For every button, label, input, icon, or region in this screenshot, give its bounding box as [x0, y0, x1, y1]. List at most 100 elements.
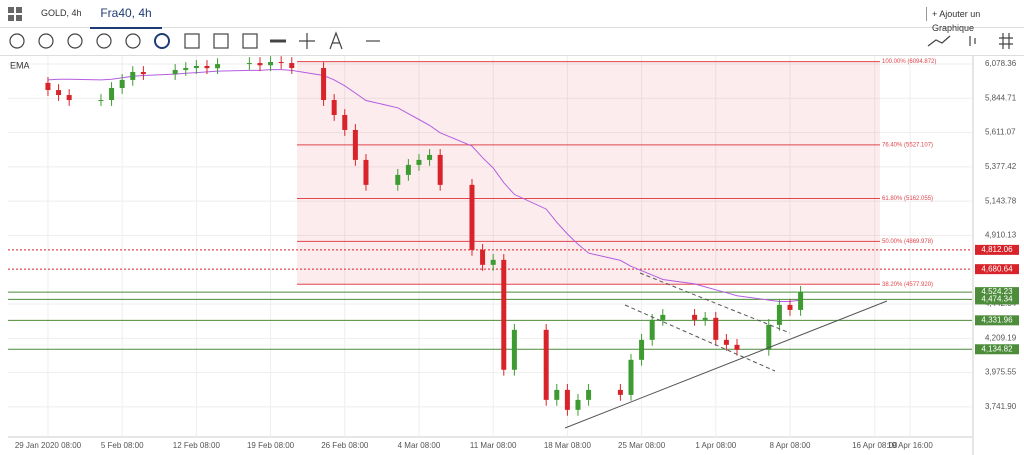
candle-body: [480, 249, 486, 265]
candle-body: [130, 71, 136, 80]
candle-body: [490, 259, 496, 265]
y-tick-label: 4,910.13: [985, 231, 1017, 240]
candle-body: [363, 159, 369, 185]
x-tick-label: 25 Mar 08:00: [618, 441, 666, 450]
price-tag: [975, 287, 1019, 298]
ema-line: [47, 69, 801, 302]
y-tick-label: 6,078.36: [985, 59, 1017, 68]
tool[interactable]: [9, 33, 25, 49]
candle-body: [734, 344, 740, 350]
grid-menu-icon[interactable]: [8, 7, 22, 21]
candle-body: [437, 154, 443, 185]
candle-body: [416, 159, 422, 165]
candle-body: [109, 87, 115, 101]
add-chart-button[interactable]: + Ajouter un Graphique: [926, 7, 1024, 33]
x-tick-label: 18 Mar 08:00: [544, 441, 592, 450]
candle-body: [405, 164, 411, 175]
candle-body: [776, 304, 782, 325]
y-tick-label: 5,844.71: [985, 93, 1017, 102]
candle-body: [511, 329, 517, 370]
top-bar: [0, 0, 1024, 28]
candle-body: [183, 68, 189, 70]
x-tick-label: 8 Apr 08:00: [770, 441, 811, 450]
tool[interactable]: [999, 33, 1013, 49]
y-tick-label: 5,377.42: [985, 162, 1017, 171]
y-tick-label: 3,741.90: [985, 402, 1017, 411]
price-tag: [975, 344, 1019, 355]
candle-body: [692, 314, 698, 320]
candle-body: [586, 389, 592, 400]
candle-body: [660, 314, 666, 320]
candle-body: [639, 339, 645, 360]
tool[interactable]: [969, 36, 976, 46]
candle-body: [395, 174, 401, 185]
x-tick-label: 19 Apr 16:00: [887, 441, 933, 450]
candle-body: [321, 68, 327, 101]
fib-label: 38.20% (4577.920): [882, 282, 933, 288]
candle-body: [140, 71, 146, 75]
tool[interactable]: [184, 33, 200, 49]
tool[interactable]: [125, 33, 141, 49]
indicator-label[interactable]: EMA: [10, 60, 30, 70]
tool[interactable]: [329, 31, 343, 50]
candle-body: [766, 324, 772, 350]
tool[interactable]: [299, 33, 315, 49]
candle-body: [331, 100, 337, 115]
fib-label: 100.00% (6094.872): [882, 59, 936, 65]
fib-label: 76.40% (5527.107): [882, 143, 933, 149]
candle-body: [575, 399, 581, 410]
candle-body: [193, 65, 199, 69]
toolbar-icons: [9, 31, 1013, 50]
trend-line: [564, 300, 888, 429]
candle-body: [427, 154, 433, 160]
candle-body: [713, 317, 719, 340]
candle-body: [554, 389, 560, 400]
price-tag: [975, 294, 1019, 305]
candle-body: [564, 389, 570, 410]
price-tag-label: 4,680.64: [981, 264, 1013, 273]
candle-body: [617, 389, 623, 395]
x-tick-label: 12 Feb 08:00: [173, 441, 221, 450]
candle-body: [56, 90, 62, 96]
x-tick-label: 26 Feb 08:00: [321, 441, 369, 450]
price-tag-label: 4,331.96: [981, 315, 1013, 324]
candle-body: [798, 291, 804, 310]
price-tag: [975, 315, 1019, 326]
x-tick-label: 1 Apr 08:00: [695, 441, 736, 450]
candle-body: [98, 100, 104, 102]
tab-active[interactable]: Fra40, 4h: [90, 0, 162, 29]
price-tag: [975, 244, 1019, 255]
candle-body: [628, 359, 634, 395]
y-tick-label: 3,975.55: [985, 368, 1017, 377]
channel-line: [639, 272, 791, 334]
price-tag-label: 4,134.82: [981, 344, 1013, 353]
candle-body: [204, 65, 210, 69]
fib-label: 50.00% (4869.978): [882, 239, 933, 245]
tab[interactable]: GOLD, 4h: [41, 8, 82, 18]
candle-body: [543, 329, 549, 400]
candle-body: [66, 95, 72, 101]
candle-body: [278, 62, 284, 64]
tool[interactable]: [154, 33, 170, 49]
candle-body: [342, 114, 348, 130]
tool[interactable]: [927, 35, 951, 47]
x-tick-label: 5 Feb 08:00: [101, 441, 144, 450]
tool[interactable]: [242, 33, 258, 49]
x-tick-label: 29 Jan 2020 08:00: [15, 441, 82, 450]
fib-label: 61.80% (5162.055): [882, 196, 933, 202]
candle-body: [246, 63, 252, 65]
tool[interactable]: [67, 33, 83, 49]
candle-body: [469, 184, 475, 250]
candle-body: [257, 63, 263, 66]
candle-body: [723, 339, 729, 345]
tool[interactable]: [96, 33, 112, 49]
candle-body: [352, 129, 358, 160]
price-tag-label: 4,812.06: [981, 245, 1013, 254]
tool[interactable]: [38, 33, 54, 49]
tool[interactable]: [213, 33, 229, 49]
candle-body: [702, 317, 708, 320]
toolbar: [0, 28, 1024, 56]
x-tick-label: 4 Mar 08:00: [398, 441, 441, 450]
